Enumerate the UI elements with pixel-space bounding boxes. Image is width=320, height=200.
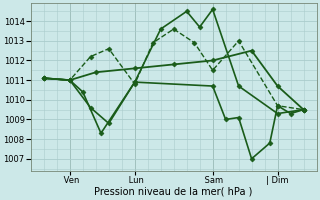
X-axis label: Pression niveau de la mer( hPa ): Pression niveau de la mer( hPa ) bbox=[94, 187, 253, 197]
